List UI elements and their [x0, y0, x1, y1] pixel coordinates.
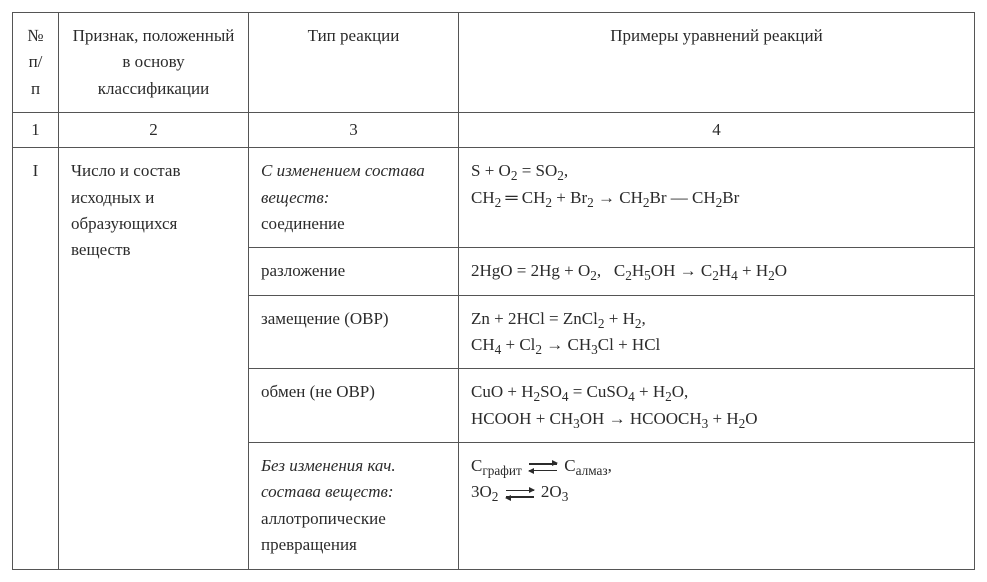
- header-basis: Признак, поло­женный в основу классифика…: [59, 13, 249, 113]
- table-row: I Число и состав исходных и образующихся…: [13, 148, 975, 248]
- classification-table: № п/п Признак, поло­женный в основу клас…: [12, 12, 975, 570]
- colnum-1: 1: [13, 113, 59, 148]
- reaction-type-cell: С изменением состава веществ: соединение: [249, 148, 459, 248]
- colnum-4: 4: [459, 113, 975, 148]
- reaction-type-cell: Без изменения кач. состава веществ: алло…: [249, 443, 459, 569]
- reaction-type-cell: разложение: [249, 248, 459, 295]
- reaction-examples-cell: 2HgO = 2Hg + O2, C2H5OH → C2H4 + H2O: [459, 248, 975, 295]
- reaction-examples-cell: Cграфит Cалмаз,3O2 2O3: [459, 443, 975, 569]
- type-prefix: Без изменения кач. состава веществ:: [261, 456, 396, 501]
- type-label: соединение: [261, 214, 345, 233]
- type-prefix: С изменением состава веществ:: [261, 161, 425, 206]
- section-basis: Число и состав исходных и образующихся в…: [59, 148, 249, 569]
- type-label: аллотропические превращения: [261, 509, 386, 554]
- header-type: Тип реакции: [249, 13, 459, 113]
- reaction-type-cell: замещение (ОВР): [249, 295, 459, 369]
- type-label: обмен (не ОВР): [261, 382, 375, 401]
- table-header-row: № п/п Признак, поло­женный в основу клас…: [13, 13, 975, 113]
- header-examples: Примеры уравнений реакций: [459, 13, 975, 113]
- section-number: I: [13, 148, 59, 569]
- type-label: разложение: [261, 261, 345, 280]
- reaction-examples-cell: S + O2 = SO2,CH2 ═ CH2 + Br2 → CH2Br — C…: [459, 148, 975, 248]
- colnum-3: 3: [249, 113, 459, 148]
- colnum-2: 2: [59, 113, 249, 148]
- reaction-examples-cell: CuO + H2SO4 = CuSO4 + H2O,HCOOH + CH3OH …: [459, 369, 975, 443]
- reaction-examples-cell: Zn + 2HCl = ZnCl2 + H2,CH4 + Cl2 → CH3Cl…: [459, 295, 975, 369]
- type-label: замещение (ОВР): [261, 309, 389, 328]
- column-number-row: 1 2 3 4: [13, 113, 975, 148]
- header-num: № п/п: [13, 13, 59, 113]
- reaction-type-cell: обмен (не ОВР): [249, 369, 459, 443]
